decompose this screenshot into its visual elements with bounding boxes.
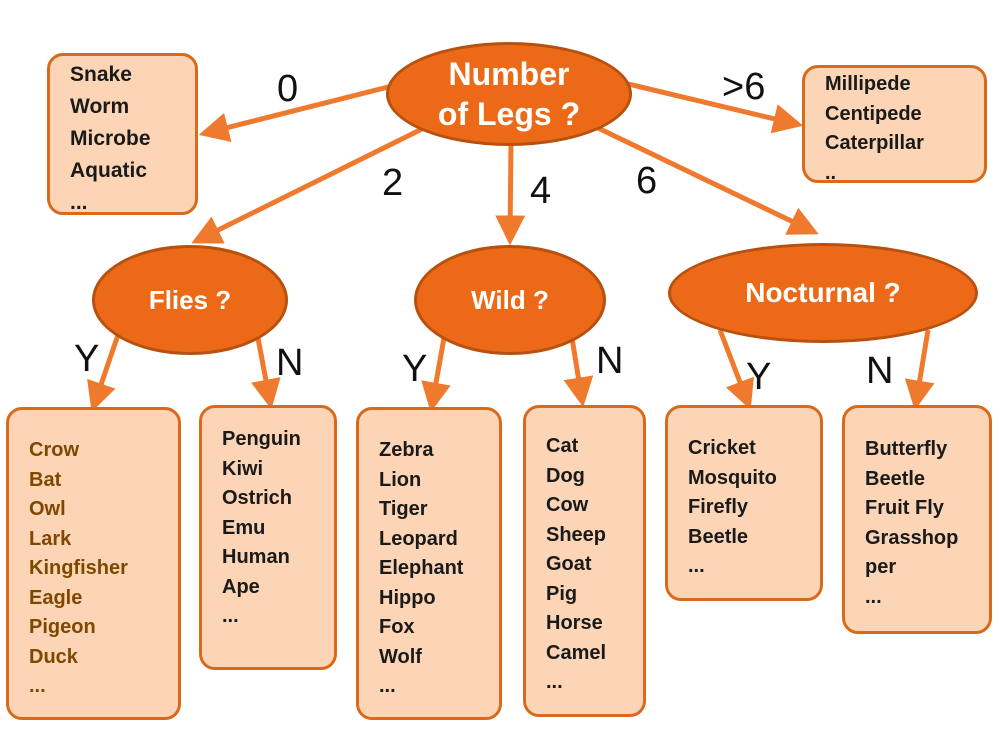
leaf-item: Tiger xyxy=(379,498,428,520)
leaf-item: .. xyxy=(825,161,837,184)
leaf-item: Wolf xyxy=(379,645,422,668)
nocturnal-label: Nocturnal ? xyxy=(745,277,901,308)
leaf-item: Mosquito xyxy=(688,466,777,489)
leaf-item: Kingfisher xyxy=(29,557,128,579)
root-label-line2: of Legs ? xyxy=(437,96,581,132)
leaf-item: Fox xyxy=(379,616,415,638)
arrow-legs-more xyxy=(623,80,804,134)
leaf-item: ... xyxy=(688,555,705,577)
wild-label: Wild ? xyxy=(471,284,549,315)
leaf-item: Kiwi xyxy=(222,457,264,480)
arrow-flies-no xyxy=(251,337,281,410)
leaf-item: Butterfly xyxy=(865,438,948,460)
leaf-item: Pig xyxy=(546,582,578,605)
leaf-item: Leopard xyxy=(379,527,458,550)
leaf-item: Snake xyxy=(70,63,132,86)
leaf-box-zero-legs: Snake Worm Microbe Aquatic... xyxy=(47,53,198,215)
edge-label-wild-no: N xyxy=(596,340,624,382)
leaf-item: Caterpillar xyxy=(825,132,924,154)
leaf-item: Lark xyxy=(29,527,72,550)
edge-label-legs-0: 0 xyxy=(277,68,299,110)
leaf-item: Millipede xyxy=(825,73,911,95)
leaf-item: Cow xyxy=(546,494,589,516)
leaf-item: Dog xyxy=(546,464,585,487)
leaf-item: Ape xyxy=(222,575,260,598)
leaf-box-flies-yes: Crow Bat Owl Lark Kingfisher Eagle Pigeon Duck.… xyxy=(6,407,181,720)
edge-label-legs-2: 2 xyxy=(382,162,404,204)
edge-label-flies-yes: Y xyxy=(74,338,100,380)
leaf-item: Fruit Fly xyxy=(865,497,944,519)
leaf-item: Firefly xyxy=(688,496,749,518)
leaf-item: Elephant xyxy=(379,557,464,579)
edge-label-nocturnal-no: N xyxy=(866,350,894,392)
arrow-wild-yes xyxy=(421,337,451,413)
leaf-item: Cat xyxy=(546,435,579,457)
leaf-item: per xyxy=(865,556,897,578)
decision-node-wild: Wild ? xyxy=(414,245,606,355)
leaf-box-nocturnal-no: Butterfly Beetle Fruit Fly Grasshop per... xyxy=(842,405,992,634)
leaf-item: Zebra xyxy=(379,439,434,461)
leaf-item: Bat xyxy=(29,468,62,491)
leaf-item: Worm xyxy=(70,95,130,118)
leaf-item: ... xyxy=(222,605,239,627)
leaf-item: Pigeon xyxy=(29,616,96,638)
leaf-item: Cricket xyxy=(688,437,756,459)
leaf-item: Goat xyxy=(546,553,592,575)
leaf-item: Penguin xyxy=(222,428,301,450)
leaf-box-wild-yes: Zebra Lion Tiger Leopard Elephant Hippo Fox Wol… xyxy=(356,407,502,720)
leaf-item: Human xyxy=(222,546,290,568)
leaf-item: Centipede xyxy=(825,102,922,125)
arrow-nocturnal-no xyxy=(904,329,935,411)
root-label-line1: Number xyxy=(448,56,570,92)
leaf-item: Duck xyxy=(29,645,78,668)
leaf-item: ... xyxy=(29,675,46,697)
edge-label-legs-more: >6 xyxy=(722,66,766,108)
leaf-item: Sheep xyxy=(546,523,607,546)
edge-label-flies-no: N xyxy=(276,342,304,384)
leaf-item: Microbe xyxy=(70,127,151,150)
decision-node-nocturnal: Nocturnal ? xyxy=(668,243,978,343)
leaf-item: Ostrich xyxy=(222,487,293,509)
leaf-box-nocturnal-yes: Cricket Mosquito Firefly Beetle... xyxy=(665,405,823,601)
leaf-item: Grasshop xyxy=(865,526,959,549)
arrow-wild-no xyxy=(563,337,594,408)
edge-label-nocturnal-yes: Y xyxy=(746,356,772,398)
arrow-legs-0 xyxy=(198,83,393,143)
root-node-number-of-legs: Number of Legs ? xyxy=(386,42,632,146)
edge-label-legs-4: 4 xyxy=(530,170,552,212)
leaf-item: Aquatic xyxy=(70,159,148,182)
leaf-item: Beetle xyxy=(688,525,749,548)
leaf-item: Emu xyxy=(222,516,266,539)
leaf-item: ... xyxy=(546,671,563,693)
leaf-box-flies-no: Penguin Kiwi Ostrich Emu Human Ape... xyxy=(199,405,337,670)
leaf-item: ... xyxy=(865,585,882,608)
edge-label-legs-6: 6 xyxy=(636,160,658,202)
leaf-item: Eagle xyxy=(29,586,83,609)
flies-label: Flies ? xyxy=(148,284,232,315)
leaf-item: Hippo xyxy=(379,586,436,609)
leaf-item: Horse xyxy=(546,612,603,634)
decision-node-flies: Flies ? xyxy=(92,245,288,355)
leaf-box-many-legs: Millipede Centipede Caterpillar.. xyxy=(802,65,987,184)
leaf-item: ... xyxy=(70,191,88,214)
leaf-item: Owl xyxy=(29,498,66,520)
leaf-item: ... xyxy=(379,675,396,697)
arrow-legs-6 xyxy=(596,125,819,235)
leaf-item: Beetle xyxy=(865,467,926,490)
arrow-legs-4 xyxy=(495,142,526,246)
arrow-nocturnal-yes xyxy=(717,329,754,411)
leaf-item: Lion xyxy=(379,468,422,491)
arrow-flies-yes xyxy=(87,334,121,413)
leaf-item: Camel xyxy=(546,641,607,664)
edge-label-wild-yes: Y xyxy=(402,348,428,390)
leaf-box-wild-no: Cat Dog Cow Sheep Goat Pig Horse Camel... xyxy=(523,405,646,717)
arrow-legs-2 xyxy=(191,125,426,244)
leaf-item: Crow xyxy=(29,439,79,461)
